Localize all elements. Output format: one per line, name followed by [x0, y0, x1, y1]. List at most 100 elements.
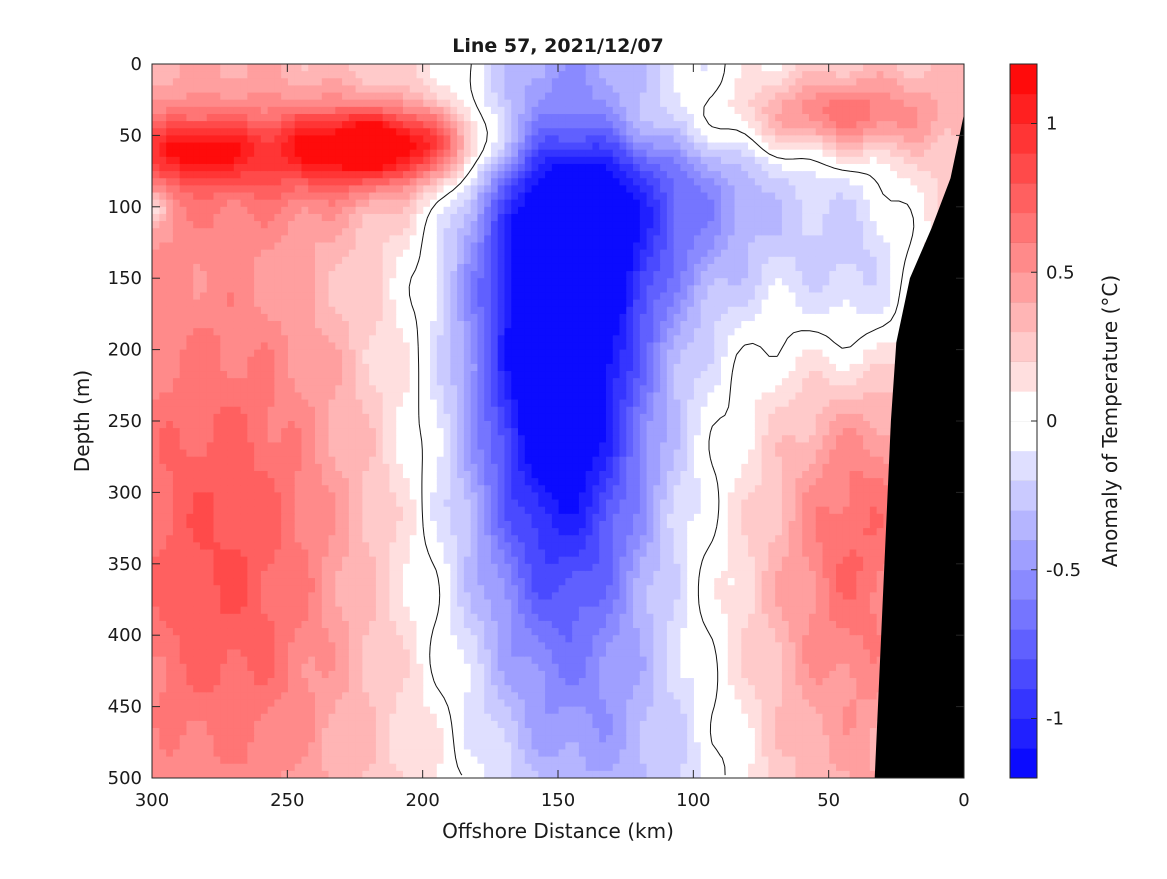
field-cell: [659, 263, 667, 272]
field-cell: [673, 742, 681, 751]
field-cell: [774, 656, 782, 665]
field-cell: [659, 178, 667, 186]
field-cell: [645, 356, 654, 365]
field-cell: [713, 249, 721, 258]
field-cell: [909, 185, 918, 194]
field-cell: [828, 706, 837, 715]
field-cell: [876, 121, 884, 129]
field-cell: [727, 506, 735, 515]
field-cell: [652, 192, 661, 201]
field-cell: [652, 706, 661, 715]
field-cell: [700, 242, 708, 251]
field-cell: [943, 142, 952, 151]
field-cell: [706, 556, 715, 565]
field-cell: [808, 192, 816, 201]
field-cell: [855, 699, 864, 708]
field-cell: [733, 192, 742, 201]
field-cell: [781, 356, 789, 365]
field-cell: [889, 106, 897, 115]
field-cell: [923, 206, 931, 215]
field-cell: [720, 535, 728, 543]
field-cell: [754, 620, 762, 629]
field-cell: [693, 371, 701, 379]
field-cell: [673, 713, 681, 722]
field-cell: [639, 442, 647, 451]
field-cell: [686, 342, 694, 351]
field-cell: [632, 371, 640, 379]
field-cell: [862, 599, 870, 608]
field-cell: [652, 578, 661, 586]
field-cell: [788, 64, 796, 72]
field-cell: [855, 113, 864, 122]
field-cell: [788, 549, 796, 558]
field-cell: [808, 292, 816, 301]
field-cell: [625, 563, 634, 572]
field-cell: [754, 392, 762, 401]
field-cell: [767, 549, 776, 558]
field-cell: [828, 178, 837, 186]
field-cell: [869, 413, 877, 422]
field-cell: [666, 670, 674, 679]
field-cell: [842, 585, 850, 593]
field-cell: [686, 156, 694, 165]
field-cell: [720, 470, 728, 479]
field-cell: [781, 592, 789, 601]
field-cell: [876, 285, 884, 294]
field-cell: [788, 142, 796, 151]
field-cell: [930, 178, 938, 186]
field-cell: [882, 85, 891, 94]
field-cell: [693, 492, 701, 501]
field-cell: [645, 278, 654, 286]
field-cell: [632, 578, 640, 586]
field-cell: [639, 256, 647, 265]
field-cell: [639, 356, 647, 365]
field-cell: [693, 713, 701, 722]
field-cell: [781, 299, 789, 308]
field-cell: [808, 756, 816, 765]
field-cell: [788, 463, 796, 472]
field-cell: [747, 285, 755, 294]
field-cell: [761, 463, 769, 472]
field-cell: [835, 692, 843, 701]
field-cell: [815, 599, 823, 608]
field-cell: [781, 770, 789, 778]
field-cell: [835, 463, 843, 472]
field-cell: [754, 720, 762, 729]
field-cell: [835, 185, 843, 194]
field-cell: [916, 113, 924, 122]
field-cell: [774, 163, 782, 172]
field-cell: [909, 128, 918, 136]
field-cell: [821, 449, 830, 458]
field-cell: [666, 442, 674, 451]
field-cell: [673, 520, 681, 529]
field-cell: [679, 92, 688, 101]
field-cell: [781, 463, 789, 472]
field-cell: [889, 235, 897, 244]
field-cell: [693, 256, 701, 265]
field-cell: [659, 585, 667, 593]
field-cell: [930, 85, 938, 94]
field-cell: [767, 171, 776, 179]
field-cell: [767, 199, 776, 208]
field-cell: [645, 99, 654, 108]
field-cell: [794, 313, 803, 322]
field-cell: [788, 92, 796, 101]
field-cell: [686, 199, 694, 208]
field-cell: [835, 706, 843, 715]
field-cell: [882, 163, 891, 172]
field-cell: [842, 421, 850, 429]
field-cell: [930, 171, 938, 179]
field-cell: [713, 713, 721, 722]
field-cell: [767, 328, 776, 336]
field-cell: [794, 463, 803, 472]
field-cell: [733, 699, 742, 708]
field-cell: [767, 556, 776, 565]
field-cell: [666, 485, 674, 493]
field-cell: [761, 99, 769, 108]
field-cell: [876, 199, 884, 208]
field-cell: [842, 492, 850, 501]
field-cell: [815, 749, 823, 758]
field-cell: [801, 735, 809, 743]
field-cell: [693, 656, 701, 665]
field-cell: [862, 542, 870, 551]
